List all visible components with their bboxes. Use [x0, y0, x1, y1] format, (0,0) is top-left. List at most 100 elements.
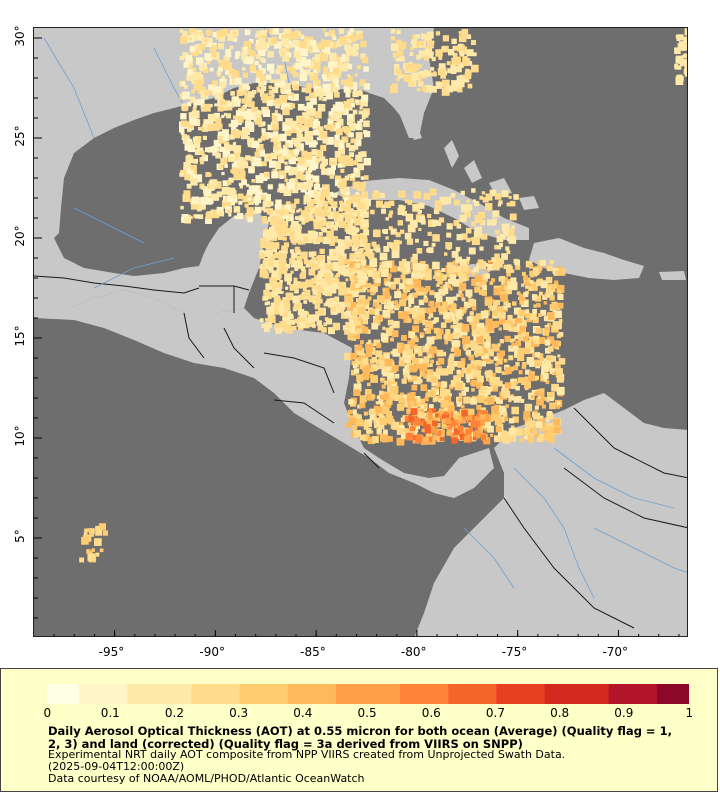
- aot-pixel: [192, 136, 199, 143]
- aot-pixel: [291, 252, 298, 259]
- aot-pixel: [360, 233, 368, 241]
- aot-pixel: [405, 428, 410, 433]
- aot-pixel: [237, 193, 244, 200]
- aot-pixel: [329, 29, 335, 36]
- aot-pixel: [427, 42, 434, 49]
- aot-pixel: [550, 432, 555, 437]
- aot-pixel: [487, 260, 492, 264]
- aot-pixel: [297, 284, 302, 288]
- aot-pixel: [459, 266, 463, 270]
- aot-pixel: [533, 412, 541, 420]
- aot-pixel: [288, 43, 293, 48]
- aot-pixel: [198, 214, 204, 219]
- aot-pixel: [340, 79, 346, 85]
- aot-pixel: [421, 428, 426, 433]
- colorbar-swatch: [79, 684, 96, 704]
- aot-pixel: [183, 162, 191, 170]
- aot-pixel: [302, 210, 309, 217]
- aot-pixel: [408, 353, 416, 361]
- aot-pixel: [492, 344, 500, 352]
- aot-pixel: [287, 182, 295, 190]
- aot-pixel: [283, 303, 291, 311]
- aot-pixel: [360, 176, 365, 180]
- aot-pixel: [528, 374, 535, 382]
- aot-pixel: [529, 313, 537, 321]
- colorbar-swatch: [640, 684, 658, 704]
- aot-pixel: [546, 412, 554, 420]
- aot-pixel: [290, 264, 294, 268]
- aot-pixel: [467, 83, 473, 89]
- aot-pixel: [375, 247, 381, 253]
- aot-pixel: [537, 393, 545, 400]
- aot-pixel: [376, 395, 380, 399]
- land-bahamas: [444, 140, 539, 210]
- aot-pixel: [394, 394, 402, 402]
- aot-pixel: [299, 321, 306, 328]
- aot-pixel: [373, 268, 377, 272]
- aot-overlay: [79, 28, 687, 563]
- aot-pixel: [278, 253, 286, 261]
- aot-pixel: [287, 228, 292, 233]
- aot-pixel: [182, 31, 188, 37]
- aot-pixel: [398, 397, 405, 404]
- aot-pixel: [292, 295, 301, 304]
- aot-pixel: [406, 284, 413, 290]
- aot-pixel: [347, 74, 351, 78]
- aot-pixel: [247, 197, 251, 201]
- aot-pixel: [476, 413, 480, 417]
- aot-pixel: [348, 399, 354, 405]
- aot-pixel: [329, 125, 337, 132]
- aot-pixel: [267, 124, 274, 131]
- aot-pixel: [242, 195, 250, 203]
- aot-pixel: [309, 72, 314, 77]
- colorbar-swatch: [624, 684, 642, 704]
- aot-pixel: [335, 273, 340, 278]
- aot-pixel: [222, 129, 229, 136]
- aot-pixel: [350, 271, 354, 275]
- aot-pixel: [429, 290, 435, 296]
- aot-pixel: [354, 123, 361, 130]
- aot-pixel: [536, 389, 543, 395]
- aot-pixel: [543, 330, 549, 336]
- aot-pixel: [193, 141, 201, 148]
- aot-pixel: [209, 179, 218, 187]
- aot-pixel: [353, 145, 359, 150]
- aot-pixel: [360, 340, 364, 345]
- aot-pixel: [391, 330, 399, 338]
- aot-pixel: [307, 230, 316, 238]
- aot-pixel: [342, 109, 349, 116]
- aot-pixel: [241, 83, 249, 91]
- aot-pixel: [352, 364, 357, 369]
- aot-pixel: [305, 135, 312, 143]
- aot-pixel: [512, 338, 516, 342]
- aot-pixel: [200, 63, 205, 68]
- aot-pixel: [523, 411, 531, 419]
- aot-pixel: [326, 263, 333, 270]
- aot-pixel: [354, 357, 363, 365]
- aot-pixel: [350, 313, 358, 321]
- aot-pixel: [477, 409, 482, 414]
- aot-pixel: [309, 116, 315, 121]
- aot-pixel: [279, 306, 288, 315]
- aot-pixel: [248, 112, 256, 120]
- aot-pixel: [269, 214, 273, 218]
- aot-pixel: [336, 74, 341, 79]
- aot-pixel: [523, 427, 531, 435]
- aot-pixel: [360, 151, 367, 158]
- aot-pixel: [531, 371, 535, 375]
- aot-pixel: [402, 258, 407, 264]
- aot-pixel: [485, 370, 493, 378]
- aot-pixel: [332, 85, 339, 92]
- aot-pixel: [511, 225, 515, 230]
- aot-pixel: [357, 379, 361, 384]
- aot-pixel: [363, 243, 371, 250]
- aot-pixel: [432, 408, 437, 413]
- aot-pixel: [285, 286, 289, 290]
- aot-pixel: [279, 175, 284, 179]
- aot-pixel: [261, 132, 270, 140]
- aot-pixel: [440, 322, 447, 328]
- aot-pixel: [294, 46, 303, 54]
- aot-pixel: [412, 204, 418, 211]
- colorbar-tick-label: 0.8: [550, 706, 570, 720]
- aot-pixel: [398, 55, 405, 62]
